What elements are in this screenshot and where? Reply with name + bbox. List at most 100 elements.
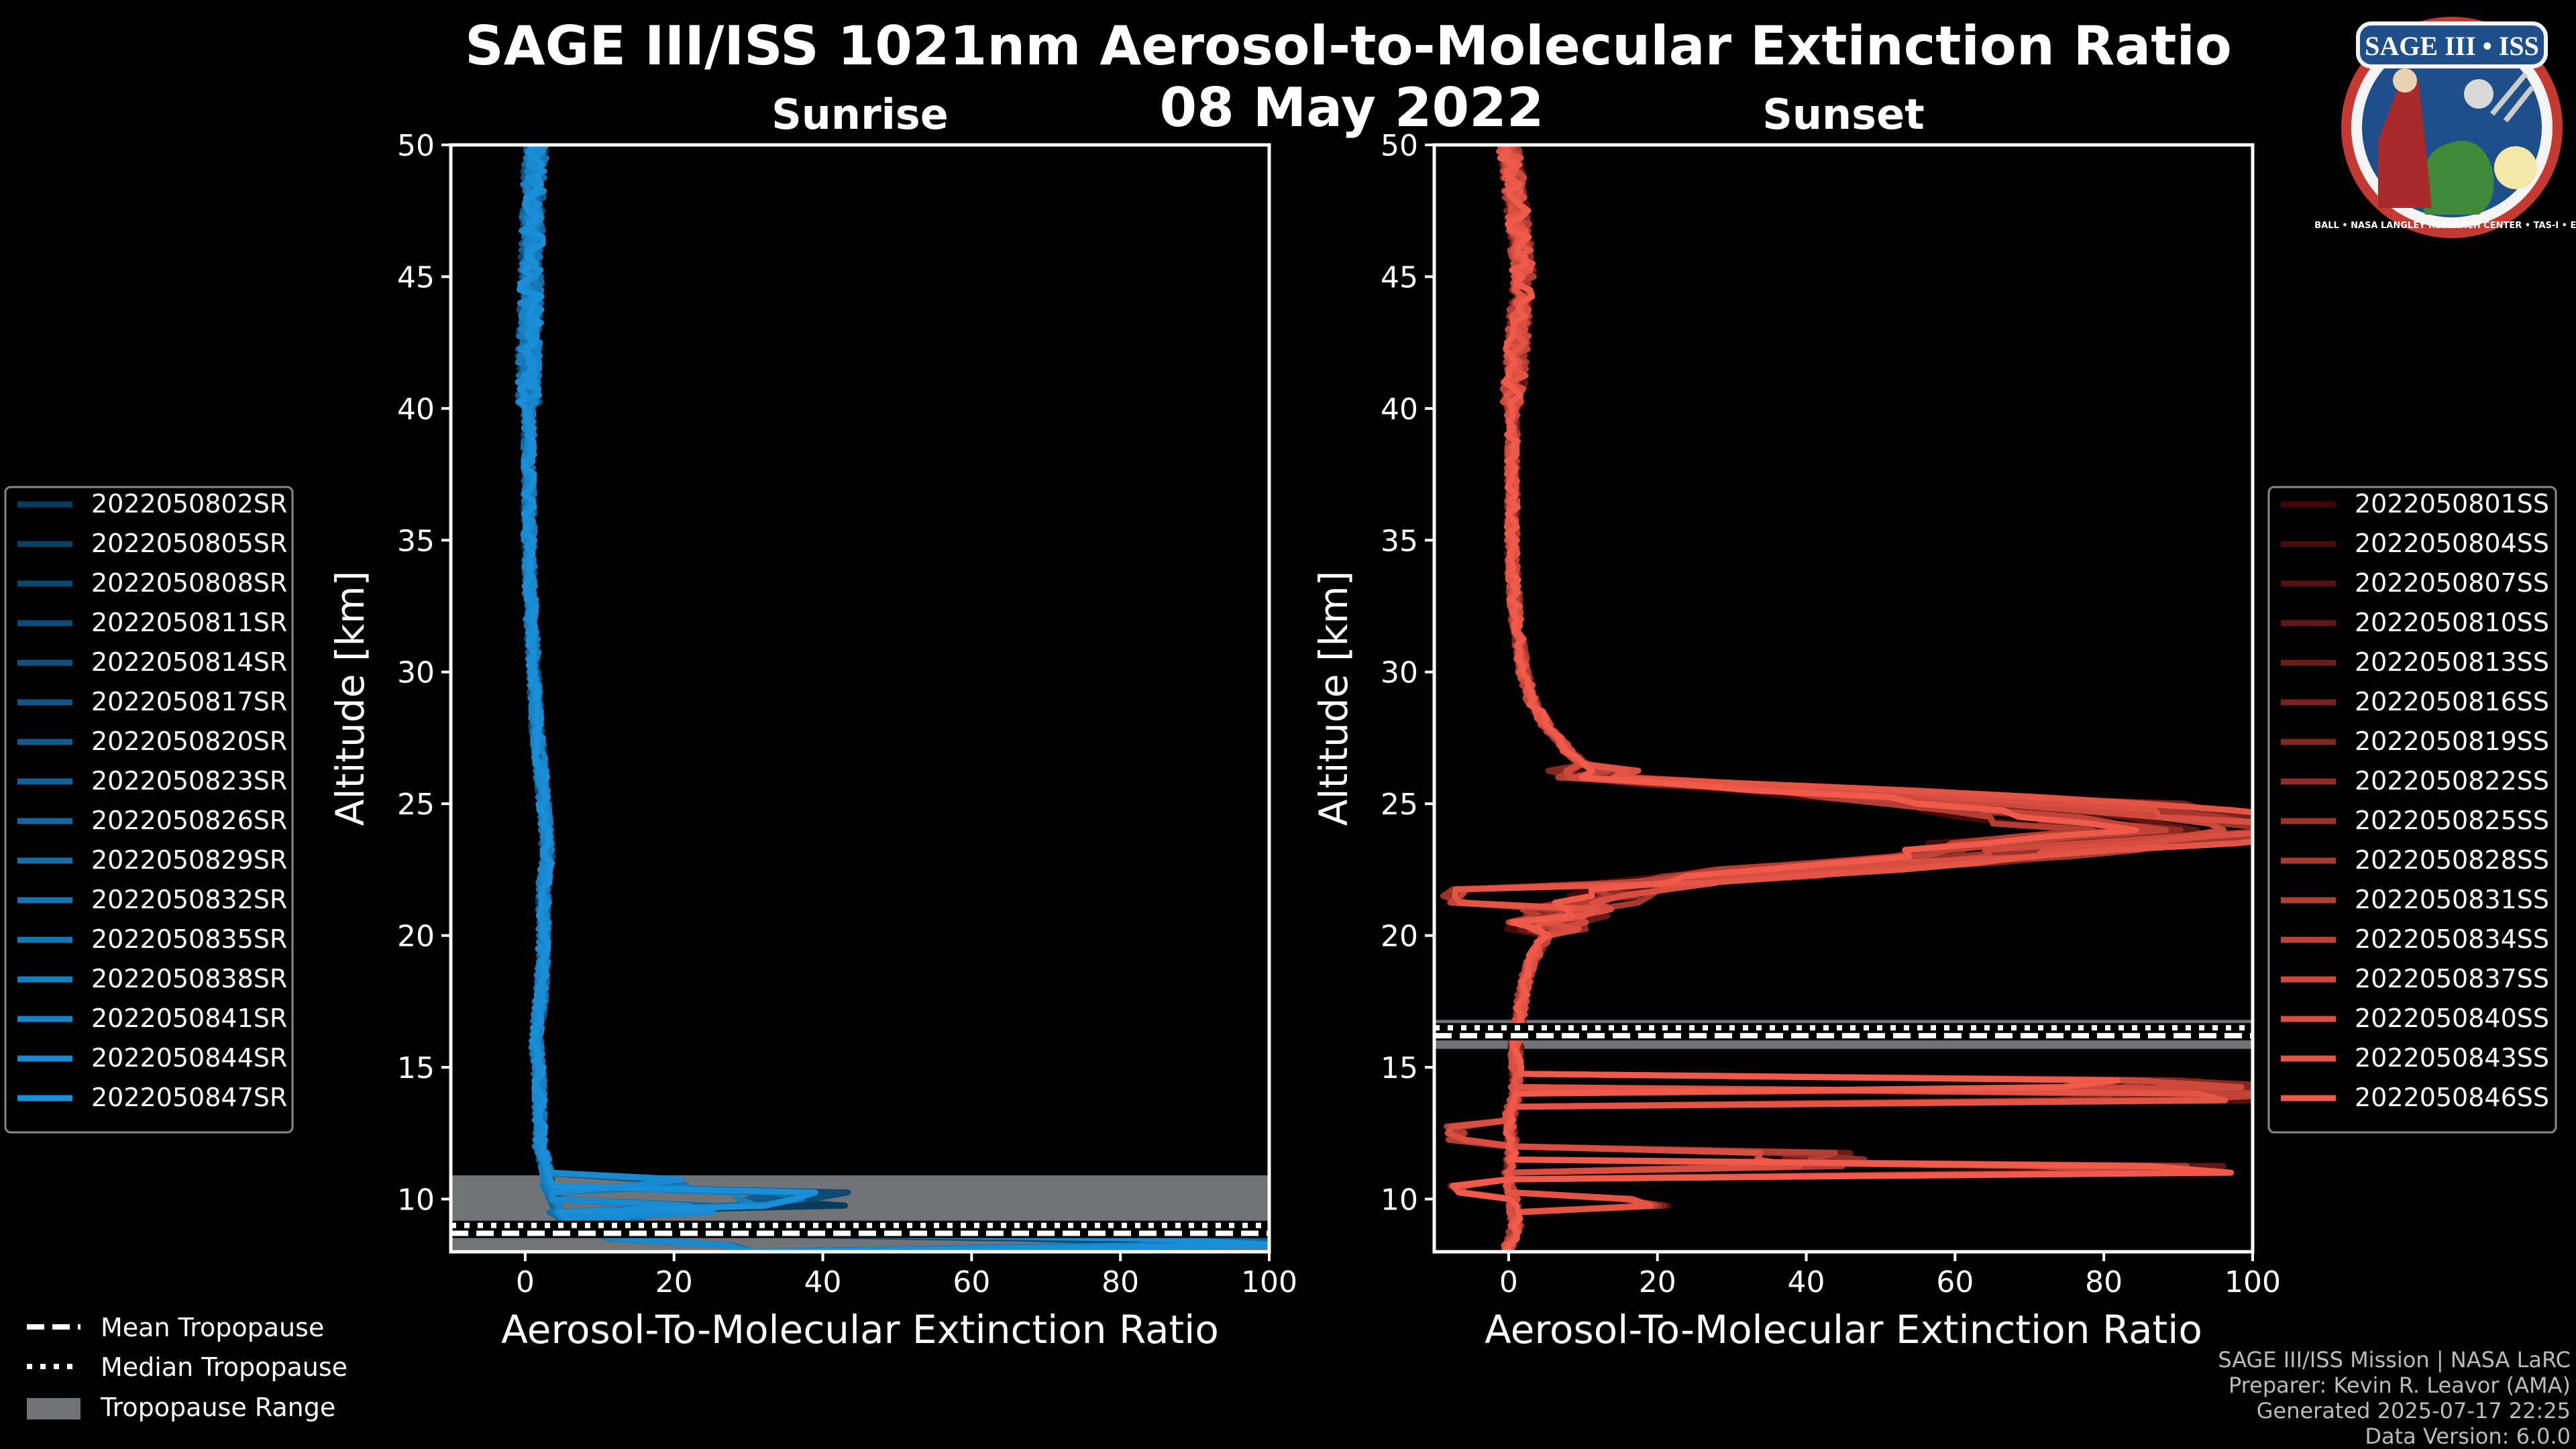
credit-generated: Generated 2025-07-17 22:25 [2257, 1398, 2571, 1424]
patch-banner [2356, 21, 2548, 68]
y-tick-label: 50 [1381, 129, 1418, 163]
plot-area [451, 145, 1269, 1252]
legend-entry-2022050801SS: 2022050801SS [2355, 489, 2549, 519]
x-tick-label: 100 [2224, 1265, 2281, 1299]
x-axis-label: Aerosol-To-Molecular Extinction Ratio [1485, 1307, 2202, 1352]
plot-area [1434, 145, 2253, 1252]
legend-tropopause-range: Tropopause Range [100, 1393, 335, 1422]
y-tick-label: 10 [397, 1183, 435, 1217]
x-tick-label: 100 [1241, 1265, 1297, 1299]
figure-date: 08 May 2022 [1160, 76, 1544, 139]
patch-figure-head [2393, 68, 2417, 93]
y-tick-label: 25 [1381, 788, 1418, 822]
credit-data-version: Data Version: 6.0.0 [2365, 1424, 2571, 1449]
y-tick-label: 15 [1381, 1051, 1418, 1085]
legend-median-tropopause: Median Tropopause [101, 1352, 347, 1382]
x-tick-label: 20 [655, 1265, 693, 1299]
profile-legend: 2022050802SR 2022050805SR 2022050808SR 2022… [4, 486, 294, 1134]
patch-ring-text: BALL • NASA LANGLEY RESEARCH CENTER • TA… [2314, 221, 2576, 231]
x-tick-label: 60 [953, 1265, 990, 1299]
legend-entry-2022050834SS: 2022050834SS [2355, 924, 2549, 954]
patch-moon [2464, 79, 2493, 109]
y-tick-label: 45 [1381, 260, 1418, 294]
profile-legend: 2022050801SS 2022050804SS 2022050807SS 2022… [2267, 486, 2557, 1134]
legend-entry-2022050819SS: 2022050819SS [2355, 727, 2549, 756]
y-tick-label: 10 [1381, 1183, 1418, 1217]
y-tick-label: 40 [1381, 392, 1418, 427]
profile-line-2022050846SS [1450, 145, 2235, 1252]
legend-entry-2022050829SR: 2022050829SR [91, 845, 287, 875]
legend-entry-2022050820SR: 2022050820SR [91, 727, 287, 756]
patch-title: SAGE III • ISS [2365, 31, 2539, 61]
y-tick-label: 40 [397, 392, 435, 427]
x-tick-label: 40 [1788, 1265, 1825, 1299]
y-axis-label: Altitude [km] [327, 571, 373, 826]
y-tick-label: 20 [1381, 920, 1418, 954]
y-tick-label: 30 [397, 656, 435, 690]
y-tick-label: 15 [397, 1051, 435, 1085]
x-tick-label: 60 [1936, 1265, 1974, 1299]
panel-sunset: 0 20 40 60 80 100 10 15 20 25 30 35 40 45 50 Sunset Aero… [1311, 90, 2557, 1352]
y-tick-label: 35 [397, 524, 435, 558]
credits: SAGE III/ISS Mission | NASA LaRC Prepare… [2218, 1347, 2571, 1449]
credit-preparer: Preparer: Kevin R. Leavor (AMA) [2229, 1373, 2571, 1398]
mission-patch-logo: SAGE III • ISS BALL • NASA LANGLEY RESEA… [2314, 17, 2576, 238]
x-axis-label: Aerosol-To-Molecular Extinction Ratio [501, 1307, 1219, 1352]
patch-earth-land [2420, 141, 2494, 215]
legend-entry-2022050805SR: 2022050805SR [91, 529, 287, 558]
legend-entry-2022050817SR: 2022050817SR [91, 687, 287, 716]
subplot-title: Sunset [1762, 90, 1925, 139]
x-tick-label: 20 [1639, 1265, 1676, 1299]
legend-entry-2022050846SS: 2022050846SS [2355, 1083, 2549, 1112]
legend-entry-2022050802SR: 2022050802SR [91, 489, 287, 519]
tropopause-legend: Mean Tropopause Median Tropopause Tropop… [27, 1313, 347, 1422]
y-tick-label: 30 [1381, 656, 1418, 690]
plot-frame [1432, 143, 2255, 1254]
plot-frame [449, 143, 1271, 1254]
legend-entry-2022050847SR: 2022050847SR [91, 1083, 287, 1112]
patch-figure-robe [2378, 80, 2432, 208]
legend-entry-2022050814SR: 2022050814SR [91, 647, 287, 677]
legend-entry-2022050811SR: 2022050811SR [91, 608, 287, 637]
legend-entry-2022050804SS: 2022050804SS [2355, 529, 2549, 558]
legend-frame [2267, 486, 2557, 1134]
legend-entry-2022050840SS: 2022050840SS [2355, 1004, 2549, 1033]
figure-title: SAGE III/ISS 1021nm Aerosol-to-Molecular… [465, 15, 2232, 77]
subplot-title: Sunrise [771, 90, 949, 139]
legend-entry-2022050810SS: 2022050810SS [2355, 608, 2549, 637]
profile-line-2022050847SR [517, 145, 1269, 1252]
legend-entry-2022050844SR: 2022050844SR [91, 1043, 287, 1073]
legend-entry-2022050826SR: 2022050826SR [91, 806, 287, 835]
patch-sun [2494, 146, 2537, 189]
legend-entry-2022050838SR: 2022050838SR [91, 964, 287, 994]
y-tick-label: 50 [397, 129, 435, 163]
legend-entry-2022050807SS: 2022050807SS [2355, 568, 2549, 598]
legend-entry-2022050813SS: 2022050813SS [2355, 647, 2549, 677]
x-tick-label: 80 [1102, 1265, 1139, 1299]
legend-entry-2022050831SS: 2022050831SS [2355, 885, 2549, 914]
legend-entry-2022050843SS: 2022050843SS [2355, 1043, 2549, 1073]
x-tick-label: 0 [516, 1265, 535, 1299]
legend-entry-2022050823SR: 2022050823SR [91, 766, 287, 796]
y-tick-label: 20 [397, 920, 435, 954]
legend-entry-2022050822SS: 2022050822SS [2355, 766, 2549, 796]
x-tick-label: 80 [2085, 1265, 2123, 1299]
y-tick-label: 35 [1381, 524, 1418, 558]
legend-entry-2022050835SR: 2022050835SR [91, 924, 287, 954]
y-tick-label: 45 [397, 260, 435, 294]
patch-station [2489, 72, 2535, 123]
legend-entry-2022050828SS: 2022050828SS [2355, 845, 2549, 875]
legend-entry-2022050825SS: 2022050825SS [2355, 806, 2549, 835]
legend-entry-2022050841SR: 2022050841SR [91, 1004, 287, 1033]
legend-mean-tropopause: Mean Tropopause [101, 1313, 324, 1342]
legend-entry-2022050808SR: 2022050808SR [91, 568, 287, 598]
legend-tropopause-range-swatch [27, 1398, 80, 1419]
legend-entry-2022050816SS: 2022050816SS [2355, 687, 2549, 716]
legend-frame [4, 486, 294, 1134]
y-tick-label: 25 [397, 788, 435, 822]
legend-entry-2022050837SS: 2022050837SS [2355, 964, 2549, 994]
legend-entry-2022050832SR: 2022050832SR [91, 885, 287, 914]
credit-mission: SAGE III/ISS Mission | NASA LaRC [2218, 1347, 2571, 1373]
